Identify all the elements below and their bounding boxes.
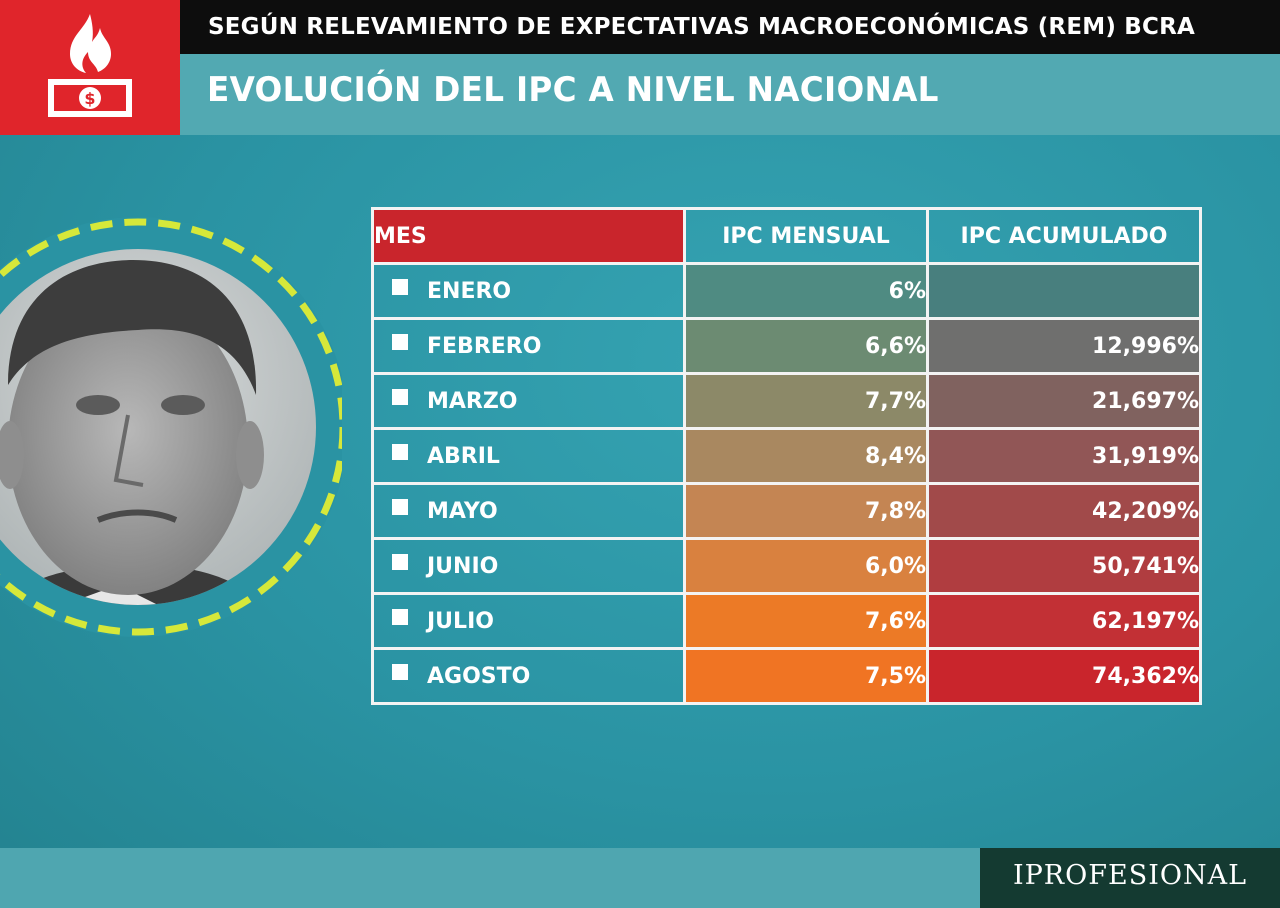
- table-row: MAYO 7,8% 42,209%: [371, 482, 1202, 540]
- month-label: MAYO: [427, 498, 498, 524]
- ipc-mensual-cell: 7,6%: [683, 592, 929, 650]
- month-cell: MARZO: [371, 372, 686, 430]
- table-row: JULIO 7,6% 62,197%: [371, 592, 1202, 650]
- month-label: JUNIO: [427, 553, 499, 579]
- bullet-square-icon: [392, 609, 408, 625]
- bullet-square-icon: [392, 444, 408, 460]
- ipc-mensual-cell: 7,5%: [683, 647, 929, 705]
- table-row: JUNIO 6,0% 50,741%: [371, 537, 1202, 595]
- month-cell: ABRIL: [371, 427, 686, 485]
- month-label: MARZO: [427, 388, 518, 414]
- month-label: ENERO: [427, 278, 512, 304]
- svg-text:$: $: [84, 89, 95, 108]
- table-row: ENERO 6%: [371, 262, 1202, 320]
- ipc-mensual-cell: 8,4%: [683, 427, 929, 485]
- month-cell: JUNIO: [371, 537, 686, 595]
- ipc-acumulado-cell: 21,697%: [926, 372, 1202, 430]
- bullet-square-icon: [392, 554, 408, 570]
- brand-box: IPROFESIONAL: [980, 848, 1280, 908]
- month-label: ABRIL: [427, 443, 500, 469]
- ipc-acumulado-cell: 42,209%: [926, 482, 1202, 540]
- ipc-mensual-cell: 6%: [683, 262, 929, 320]
- month-cell: JULIO: [371, 592, 686, 650]
- month-cell: AGOSTO: [371, 647, 686, 705]
- ipc-acumulado-cell: 12,996%: [926, 317, 1202, 375]
- table-row: MARZO 7,7% 21,697%: [371, 372, 1202, 430]
- bullet-square-icon: [392, 334, 408, 350]
- top-bar: [180, 0, 1280, 54]
- month-cell: FEBRERO: [371, 317, 686, 375]
- column-header-ipc-mensual: IPC MENSUAL: [683, 207, 929, 265]
- ipc-acumulado-cell: 31,919%: [926, 427, 1202, 485]
- table-row: AGOSTO 7,5% 74,362%: [371, 647, 1202, 705]
- brand-logo: IPROFESIONAL: [1012, 860, 1248, 891]
- page-title: EVOLUCIÓN DEL IPC A NIVEL NACIONAL: [207, 70, 939, 110]
- subtitle: SEGÚN RELEVAMIENTO DE EXPECTATIVAS MACRO…: [208, 14, 1195, 40]
- table-row: ABRIL 8,4% 31,919%: [371, 427, 1202, 485]
- ipc-acumulado-cell: 62,197%: [926, 592, 1202, 650]
- ipc-acumulado-cell: 74,362%: [926, 647, 1202, 705]
- ipc-table: MES IPC MENSUAL IPC ACUMULADO ENERO 6% FEB…: [371, 207, 1202, 705]
- bullet-square-icon: [392, 279, 408, 295]
- title-bar: [180, 54, 1280, 135]
- bullet-square-icon: [392, 499, 408, 515]
- month-cell: MAYO: [371, 482, 686, 540]
- column-header-ipc-acumulado: IPC ACUMULADO: [926, 207, 1202, 265]
- month-cell: ENERO: [371, 262, 686, 320]
- month-label: AGOSTO: [427, 663, 531, 689]
- ipc-mensual-cell: 7,8%: [683, 482, 929, 540]
- bullet-square-icon: [392, 389, 408, 405]
- month-label: JULIO: [427, 608, 494, 634]
- logo-box: $: [0, 0, 180, 135]
- portrait-photo: [0, 205, 348, 649]
- ipc-acumulado-cell: 50,741%: [926, 537, 1202, 595]
- ipc-mensual-cell: 7,7%: [683, 372, 929, 430]
- ipc-acumulado-cell: [926, 262, 1202, 320]
- table-header-row: MES IPC MENSUAL IPC ACUMULADO: [371, 207, 1202, 265]
- month-label: FEBRERO: [427, 333, 542, 359]
- ipc-mensual-cell: 6,0%: [683, 537, 929, 595]
- bullet-square-icon: [392, 664, 408, 680]
- ipc-mensual-cell: 6,6%: [683, 317, 929, 375]
- fire-money-icon: $: [48, 14, 132, 117]
- table-row: FEBRERO 6,6% 12,996%: [371, 317, 1202, 375]
- bottom-bar: [0, 848, 980, 908]
- column-header-mes: MES: [371, 207, 686, 265]
